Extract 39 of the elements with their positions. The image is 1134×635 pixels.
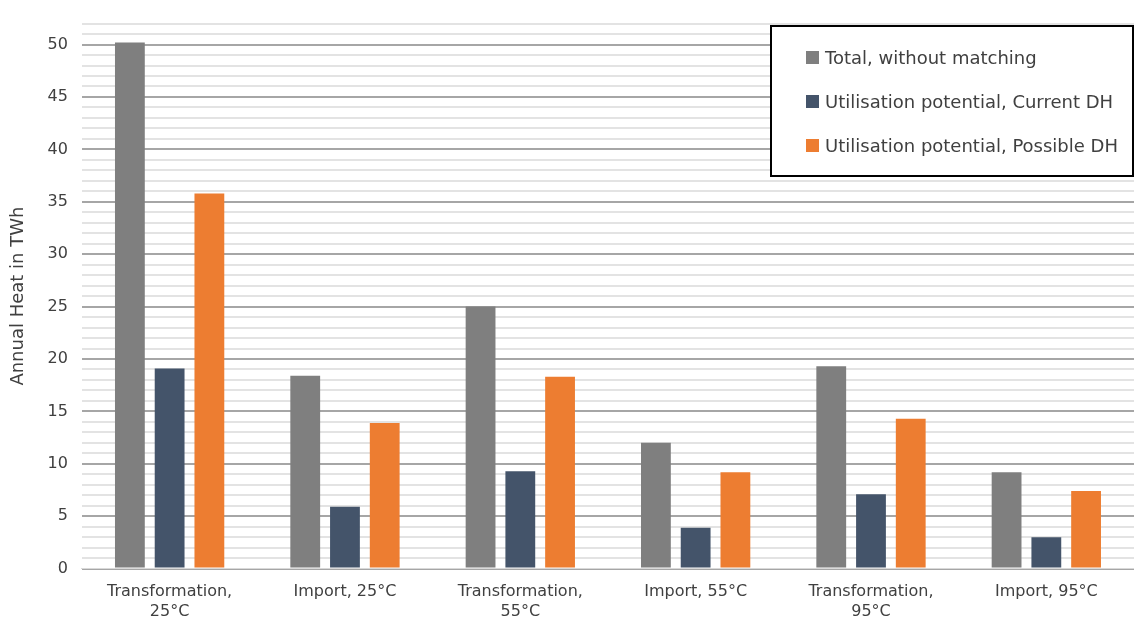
y-tick-label: 40: [47, 138, 68, 158]
y-tick-label: 15: [47, 400, 68, 420]
x-tick-label: Import, 25°C: [293, 581, 397, 601]
bar: [720, 472, 751, 568]
bar: [856, 494, 886, 568]
y-tick-label: 25: [47, 295, 68, 315]
y-tick-label: 10: [47, 452, 68, 472]
bar: [114, 42, 145, 568]
bar: [465, 306, 496, 568]
y-tick-label: 30: [47, 243, 68, 263]
bar: [680, 527, 711, 568]
y-tick-label: 5: [57, 505, 68, 525]
y-tick-label: 50: [47, 33, 68, 53]
legend-label: Total, without matching: [825, 46, 1037, 68]
bar: [991, 472, 1022, 568]
bar: [505, 471, 536, 568]
bar: [154, 368, 185, 568]
x-tick-label: Transformation, 55°C: [456, 581, 583, 620]
bar: [545, 376, 575, 568]
x-tick-label: Transformation, 25°C: [106, 581, 233, 620]
x-tick-label: Import, 95°C: [994, 581, 1098, 601]
bar: [290, 375, 321, 568]
bar: [1031, 537, 1062, 568]
bar: [641, 442, 671, 568]
bar: [330, 506, 360, 568]
y-tick-label: 20: [47, 348, 68, 368]
x-tick-label: Import, 55°C: [644, 581, 748, 601]
bar: [1071, 491, 1101, 568]
y-tick-label: 0: [57, 557, 68, 577]
bar: [816, 366, 847, 568]
y-tick-label: 45: [47, 86, 68, 106]
legend-label: Utilisation potential, Possible DH: [825, 134, 1118, 156]
bar: [369, 422, 400, 568]
legend-label: Utilisation potential, Current DH: [825, 90, 1114, 112]
y-tick-label: 35: [47, 190, 68, 210]
x-tick-label: Transformation, 95°C: [807, 581, 934, 620]
y-axis-title: Annual Heat in TWh: [6, 206, 28, 386]
bar: [895, 418, 926, 568]
bar: [194, 193, 225, 568]
